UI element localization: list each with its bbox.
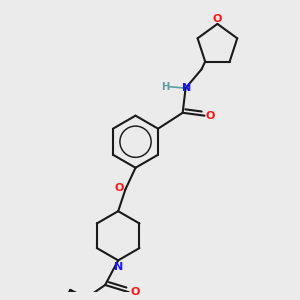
Text: N: N (114, 262, 123, 272)
Text: O: O (114, 183, 124, 193)
Text: O: O (206, 111, 215, 121)
Text: H: H (161, 82, 170, 92)
Text: O: O (130, 287, 140, 297)
Text: O: O (213, 14, 222, 24)
Text: N: N (182, 82, 192, 93)
